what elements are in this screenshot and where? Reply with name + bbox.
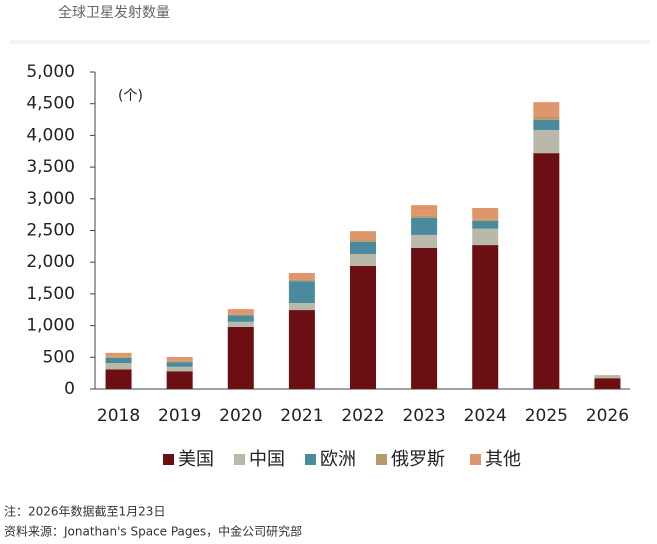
bar-segment (166, 366, 193, 372)
y-tick-label: 4,000 (26, 125, 75, 145)
bar-segment (166, 360, 193, 363)
bar-segment (166, 362, 193, 367)
y-tick-label: 2,500 (26, 221, 75, 241)
x-tick-label: 2023 (402, 406, 445, 426)
y-tick-label: 3,500 (26, 157, 75, 177)
x-tick-label: 2019 (158, 406, 201, 426)
legend-label: 其他 (485, 449, 521, 470)
separator (10, 40, 650, 44)
y-tick-label: 1,500 (26, 284, 75, 304)
y-tick-label: 4,500 (26, 94, 75, 114)
legend-swatch (376, 454, 387, 465)
x-tick-label: 2020 (219, 406, 262, 426)
y-tick-label: 2,000 (26, 252, 75, 272)
bar-segment (472, 245, 499, 389)
bar-segment (533, 119, 560, 131)
bar-segment (411, 205, 438, 216)
bar-segment (105, 356, 132, 358)
bar-segment (411, 234, 438, 248)
bar-segment (411, 247, 438, 389)
bar-segment (350, 241, 376, 254)
bar-segment (105, 357, 132, 364)
bar-segment (166, 356, 193, 361)
y-tick-label: 5,000 (26, 62, 75, 82)
bar-segment (288, 310, 315, 389)
x-tick-label: 2022 (341, 406, 384, 426)
bar-segment (288, 279, 315, 282)
bar-segment (533, 102, 560, 118)
bar-segment (105, 369, 132, 389)
bar-segment (105, 363, 132, 370)
bar-segment (166, 371, 193, 389)
bar-segment (411, 215, 438, 218)
bar-segment (594, 378, 621, 389)
legend-swatch (234, 454, 245, 465)
bar-segment (227, 326, 254, 389)
y-tick-label: 500 (43, 347, 75, 367)
legend-label: 美国 (178, 449, 214, 470)
bar-segment (288, 281, 315, 304)
unit-label: (个) (118, 88, 143, 104)
x-tick-label: 2021 (280, 406, 323, 426)
bar-segment (533, 117, 560, 120)
bar-segment (472, 207, 499, 220)
legend-label: 中国 (249, 449, 285, 470)
bar-segment (472, 219, 499, 221)
bar-segment (472, 220, 499, 229)
x-tick-label: 2018 (97, 406, 140, 426)
y-tick-label: 1,000 (26, 316, 75, 336)
legend-label: 俄罗斯 (391, 449, 445, 470)
bar-segment (533, 130, 560, 154)
bar-segment (350, 266, 376, 389)
bar-segment (288, 272, 315, 280)
legend-swatch (470, 454, 481, 465)
y-tick-label: 3,000 (26, 189, 75, 209)
x-tick-label: 2026 (586, 406, 629, 426)
x-tick-label: 2025 (525, 406, 568, 426)
legend-swatch (305, 454, 316, 465)
chart-title: 全球卫星发射数量 (58, 4, 170, 21)
bar-segment (533, 153, 560, 389)
bar-segment (288, 303, 315, 311)
bar-segment (350, 240, 376, 242)
bar-segment (350, 253, 376, 267)
bar-segment (105, 352, 132, 357)
bar-segment (411, 217, 438, 235)
note: 注：2026年数据截至1月23日 (4, 504, 165, 519)
legend-swatch (163, 454, 174, 465)
legend-label: 欧洲 (320, 449, 356, 470)
y-tick-label: 0 (64, 379, 75, 399)
bar-segment (227, 321, 254, 327)
x-tick-label: 2024 (464, 406, 507, 426)
bar-segment (227, 309, 254, 315)
bar-segment (472, 228, 499, 246)
bar-segment (350, 231, 376, 241)
bar-segment (227, 315, 254, 322)
source: 资料来源：Jonathan's Space Pages，中金公司研究部 (4, 524, 302, 539)
bar-segment (594, 375, 621, 379)
bar-segment (227, 314, 254, 316)
